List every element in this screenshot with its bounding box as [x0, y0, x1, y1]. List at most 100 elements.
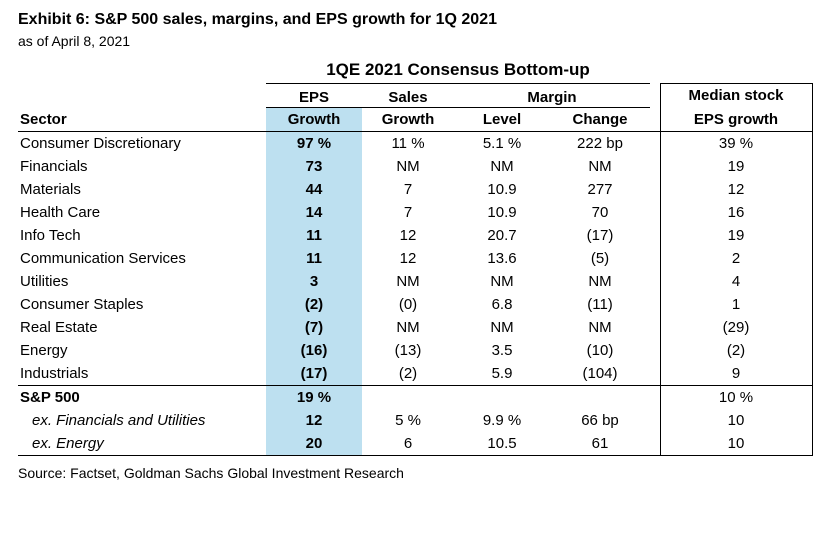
median-eps-growth-cell: (2) — [659, 338, 813, 362]
spacer-cell — [650, 339, 660, 362]
eps-growth-cell: 73 — [266, 154, 362, 178]
data-table: 1QE 2021 Consensus Bottom-up EPS Sales M… — [18, 57, 813, 456]
margin-level-cell — [454, 384, 550, 409]
margin-level-cell: 10.9 — [487, 180, 517, 198]
eps-growth-cell: 3 — [266, 269, 362, 293]
table-row: Materials 44 7 10.9 277 12 — [18, 177, 813, 201]
sales-growth-cell: (0) — [398, 295, 418, 313]
sector-cell: Industrials — [20, 364, 89, 382]
margin-change-cell: (17) — [586, 226, 614, 244]
table-row: Real Estate (7) NM NM NM (29) — [18, 315, 813, 339]
table-row: Energy (16) (13) 3.5 (10) (2) — [18, 338, 813, 362]
margin-level-cell: NM — [490, 272, 514, 290]
median-eps-growth-cell: 39 % — [659, 131, 813, 155]
empty-cell — [18, 84, 266, 108]
margin-group-header: Margin — [454, 83, 650, 108]
sales-growth-cell: 12 — [399, 249, 417, 267]
spacer-cell — [650, 84, 660, 108]
sector-cell: Real Estate — [20, 318, 98, 336]
sales-group-header: Sales — [362, 83, 454, 108]
sector-cell: Utilities — [20, 272, 69, 290]
spacer-cell — [650, 316, 660, 339]
median-group-header: Median stock — [659, 83, 813, 107]
spacer-cell — [650, 201, 660, 224]
spacer-cell — [650, 384, 660, 409]
table-body: Consumer Discretionary 97 % 11 % 5.1 % 222 b… — [18, 131, 813, 456]
table-row: Financials 73 NM NM NM 19 — [18, 154, 813, 178]
empty-cell — [18, 57, 266, 84]
eps-growth-cell: 11 — [266, 246, 362, 270]
eps-growth-cell: 14 — [266, 200, 362, 224]
margin-level-cell: 10.5 — [454, 431, 550, 456]
sales-growth-cell: 6 — [362, 431, 454, 456]
margin-level-column-header: Level — [454, 107, 550, 132]
margin-change-cell: 66 bp — [581, 411, 619, 429]
table-row: Utilities 3 NM NM NM 4 — [18, 269, 813, 293]
sector-cell: Materials — [20, 180, 81, 198]
margin-level-cell: 20.7 — [487, 226, 517, 244]
margin-change-cell — [550, 384, 650, 409]
sales-growth-cell: NM — [396, 318, 420, 336]
sales-growth-cell — [362, 384, 454, 409]
eps-growth-cell: (2) — [266, 292, 362, 316]
margin-change-cell: (104) — [582, 364, 618, 382]
eps-growth-column-header: Growth — [266, 107, 362, 132]
column-header-row: Sector Growth Growth Level Change EPS gr… — [18, 107, 813, 132]
spacer-cell — [650, 178, 660, 201]
median-eps-growth-cell: (29) — [659, 315, 813, 339]
spacer-cell — [650, 155, 660, 178]
sales-growth-cell: 7 — [403, 203, 413, 221]
margin-level-cell: 10.9 — [487, 203, 517, 221]
sales-growth-cell: NM — [396, 157, 420, 175]
margin-change-cell: (11) — [587, 295, 613, 313]
sector-cell: Info Tech — [20, 226, 81, 244]
margin-level-cell: 9.9 % — [482, 411, 522, 429]
spacer-cell — [650, 293, 660, 316]
margin-level-cell: 3.5 — [491, 341, 513, 359]
margin-change-cell: 70 — [591, 203, 609, 221]
median-eps-growth-cell: 10 — [659, 431, 813, 456]
margin-change-cell: (5) — [590, 249, 610, 267]
sector-cell: Communication Services — [20, 249, 186, 267]
table-row: Consumer Discretionary 97 % 11 % 5.1 % 222 b… — [18, 131, 813, 155]
eps-growth-cell: (7) — [266, 315, 362, 339]
median-eps-growth-cell: 4 — [659, 269, 813, 293]
margin-change-cell: 222 bp — [577, 134, 623, 152]
table-row: Info Tech 11 12 20.7 (17) 19 — [18, 223, 813, 247]
sector-cell: ex. Energy — [18, 431, 266, 456]
eps-group-header: EPS — [266, 83, 362, 108]
median-eps-growth-cell: 12 — [659, 177, 813, 201]
sales-growth-cell: (13) — [394, 341, 422, 359]
sales-growth-cell: NM — [396, 272, 420, 290]
median-eps-growth-cell: 1 — [659, 292, 813, 316]
sales-growth-cell: (2) — [398, 364, 418, 382]
margin-change-cell: NM — [588, 272, 612, 290]
margin-change-cell: (10) — [586, 341, 614, 359]
spacer-cell — [650, 107, 660, 132]
sales-growth-cell: 12 — [399, 226, 417, 244]
exhibit-subtitle: as of April 8, 2021 — [18, 33, 131, 49]
sector-cell: Health Care — [20, 203, 101, 221]
spacer-cell — [650, 131, 660, 155]
margin-level-cell: 13.6 — [487, 249, 517, 267]
table-title: 1QE 2021 Consensus Bottom-up — [266, 57, 650, 84]
sales-growth-column-header: Growth — [362, 107, 454, 132]
margin-change-cell: NM — [588, 318, 612, 336]
exhibit-title: Exhibit 6: S&P 500 sales, margins, and E… — [18, 11, 497, 28]
eps-growth-cell: 20 — [266, 431, 362, 456]
eps-growth-cell: 97 % — [266, 131, 362, 155]
spacer-cell — [650, 224, 660, 247]
spacer-cell — [650, 431, 660, 456]
spacer-cell — [650, 247, 660, 270]
table-title-row: 1QE 2021 Consensus Bottom-up — [18, 57, 812, 84]
median-box-top — [660, 57, 812, 84]
median-eps-column-header: EPS growth — [659, 107, 813, 132]
margin-change-column-header: Change — [550, 107, 650, 132]
margin-level-cell: 5.9 — [491, 364, 513, 382]
eps-growth-cell: 11 — [266, 223, 362, 247]
sector-cell: S&P 500 — [18, 384, 266, 409]
table-row: ex. Energy 20 6 10.5 61 10 — [18, 431, 813, 456]
median-eps-growth-cell: 16 — [659, 200, 813, 224]
sector-cell: Energy — [20, 341, 68, 359]
median-eps-growth-cell: 2 — [659, 246, 813, 270]
